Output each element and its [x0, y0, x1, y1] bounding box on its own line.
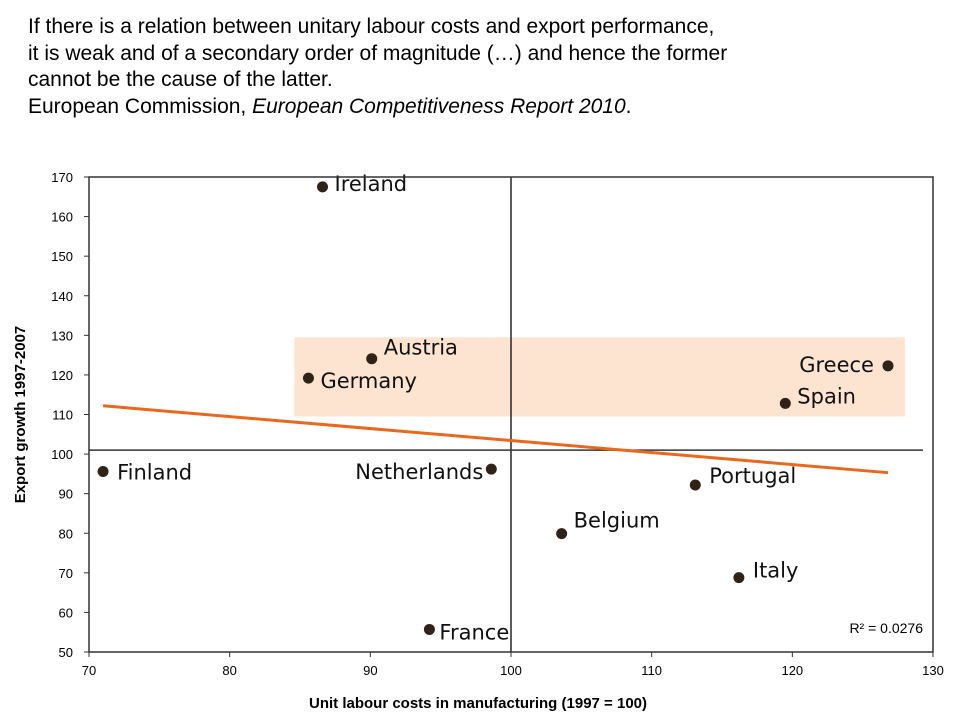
x-tick-label: 90	[363, 663, 377, 678]
point-netherlands	[485, 463, 497, 475]
label-france: France	[439, 620, 509, 644]
y-tick-label: 80	[59, 526, 73, 541]
x-axis-title: Unit labour costs in manufacturing (1997…	[309, 695, 647, 712]
r-squared-label: R² = 0.0276	[849, 620, 923, 636]
quote-line-2: it is weak and of a secondary order of m…	[28, 41, 728, 65]
y-tick-label: 50	[59, 645, 73, 660]
point-belgium	[556, 528, 568, 540]
y-tick-label: 90	[59, 487, 73, 502]
label-ireland: Ireland	[335, 172, 408, 196]
label-italy: Italy	[753, 559, 799, 583]
label-austria: Austria	[384, 336, 458, 360]
label-finland: Finland	[117, 461, 192, 485]
point-greece	[882, 360, 894, 372]
point-spain	[779, 397, 791, 409]
point-portugal	[689, 479, 701, 491]
label-portugal: Portugal	[709, 464, 796, 488]
label-netherlands: Netherlands	[355, 460, 483, 484]
source-title: European Competitiveness Report 2010	[252, 94, 626, 118]
y-tick-label: 120	[51, 368, 73, 383]
point-italy	[733, 572, 745, 584]
y-tick-label: 60	[59, 605, 73, 620]
label-germany: Germany	[320, 369, 417, 393]
label-belgium: Belgium	[574, 509, 660, 533]
highlight-band	[294, 337, 905, 417]
y-tick-label: 130	[51, 328, 73, 343]
point-germany	[302, 372, 314, 384]
y-axis-title: Export growth 1997-2007	[12, 326, 29, 504]
label-greece: Greece	[799, 353, 874, 377]
x-tick-label: 120	[781, 663, 803, 678]
y-tick-label: 150	[51, 249, 73, 264]
source-prefix: European Commission,	[28, 94, 253, 118]
quote-block: If there is a relation between unitary l…	[28, 14, 948, 120]
x-tick-label: 80	[222, 663, 236, 678]
x-tick-label: 100	[500, 663, 522, 678]
y-tick-label: 110	[52, 408, 73, 423]
y-tick-label: 170	[51, 170, 73, 185]
quote-line-3: cannot be the cause of the latter.	[28, 68, 333, 91]
y-tick-label: 140	[51, 289, 73, 304]
source-suffix: .	[625, 94, 632, 118]
point-ireland	[317, 181, 329, 193]
quote-line-1: If there is a relation between unitary l…	[28, 15, 715, 38]
y-tick-label: 160	[51, 210, 73, 225]
x-tick-label: 70	[82, 663, 96, 678]
y-tick-label: 70	[59, 566, 73, 581]
point-finland	[97, 466, 109, 477]
x-tick-label: 110	[641, 663, 662, 678]
label-spain: Spain	[797, 384, 856, 408]
quote-source: European Commission, European Competitiv…	[28, 94, 948, 121]
x-tick-label: 130	[922, 663, 944, 678]
point-austria	[366, 353, 378, 365]
point-france	[423, 623, 435, 635]
trendline	[102, 404, 889, 475]
y-tick-label: 100	[51, 447, 73, 462]
